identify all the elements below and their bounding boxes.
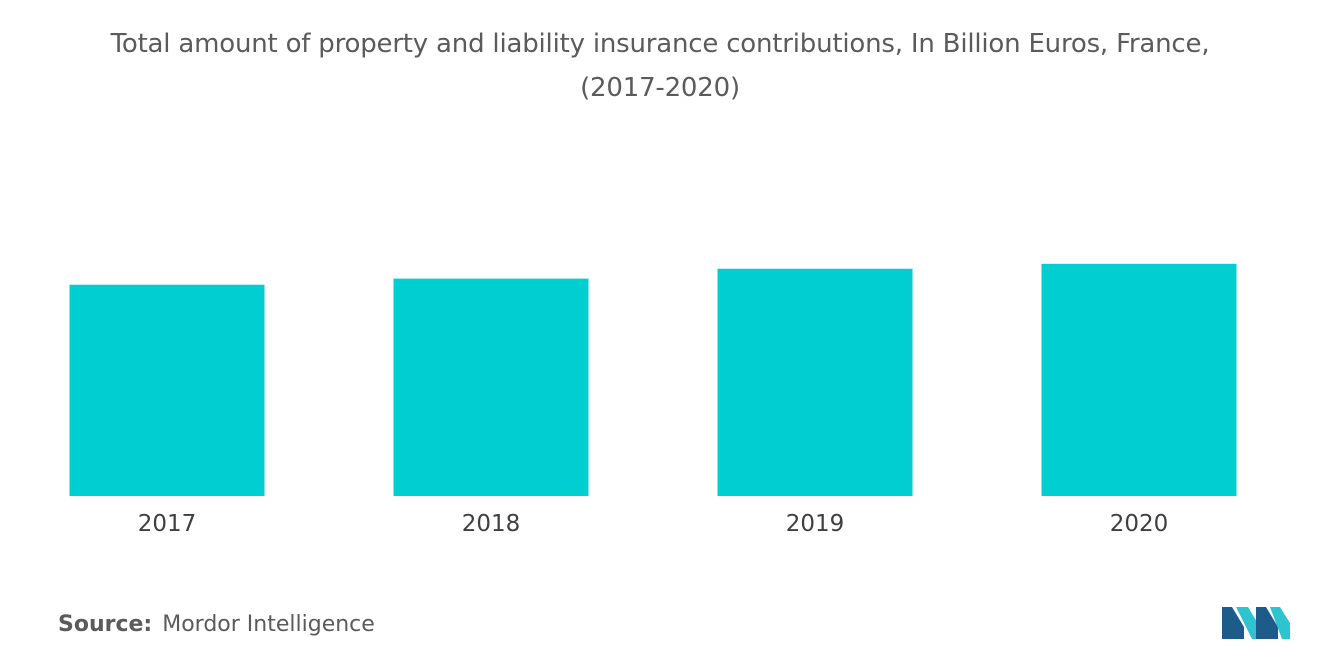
source-label: Source:	[58, 612, 153, 637]
bar-chart: 2017 2018 2019 2020	[69, 263, 1237, 537]
source-note: Source: Mordor Intelligence	[58, 612, 375, 637]
bar-2017	[69, 284, 265, 496]
x-tick-label-2020: 2020	[1110, 511, 1169, 537]
bar-2020	[1041, 263, 1237, 496]
chart-title-line-1: Total amount of property and liability i…	[110, 29, 1210, 59]
bar-2018	[393, 278, 589, 496]
chart-title: Total amount of property and liability i…	[0, 22, 1320, 110]
source-text: Mordor Intelligence	[162, 612, 375, 637]
bar-2019	[717, 268, 913, 496]
chart-title-line-2: (2017-2020)	[580, 73, 740, 103]
x-tick-label-2018: 2018	[462, 511, 521, 537]
x-tick-label-2017: 2017	[138, 511, 197, 537]
mordor-intelligence-logo	[1222, 607, 1290, 639]
x-tick-label-2019: 2019	[786, 511, 845, 537]
